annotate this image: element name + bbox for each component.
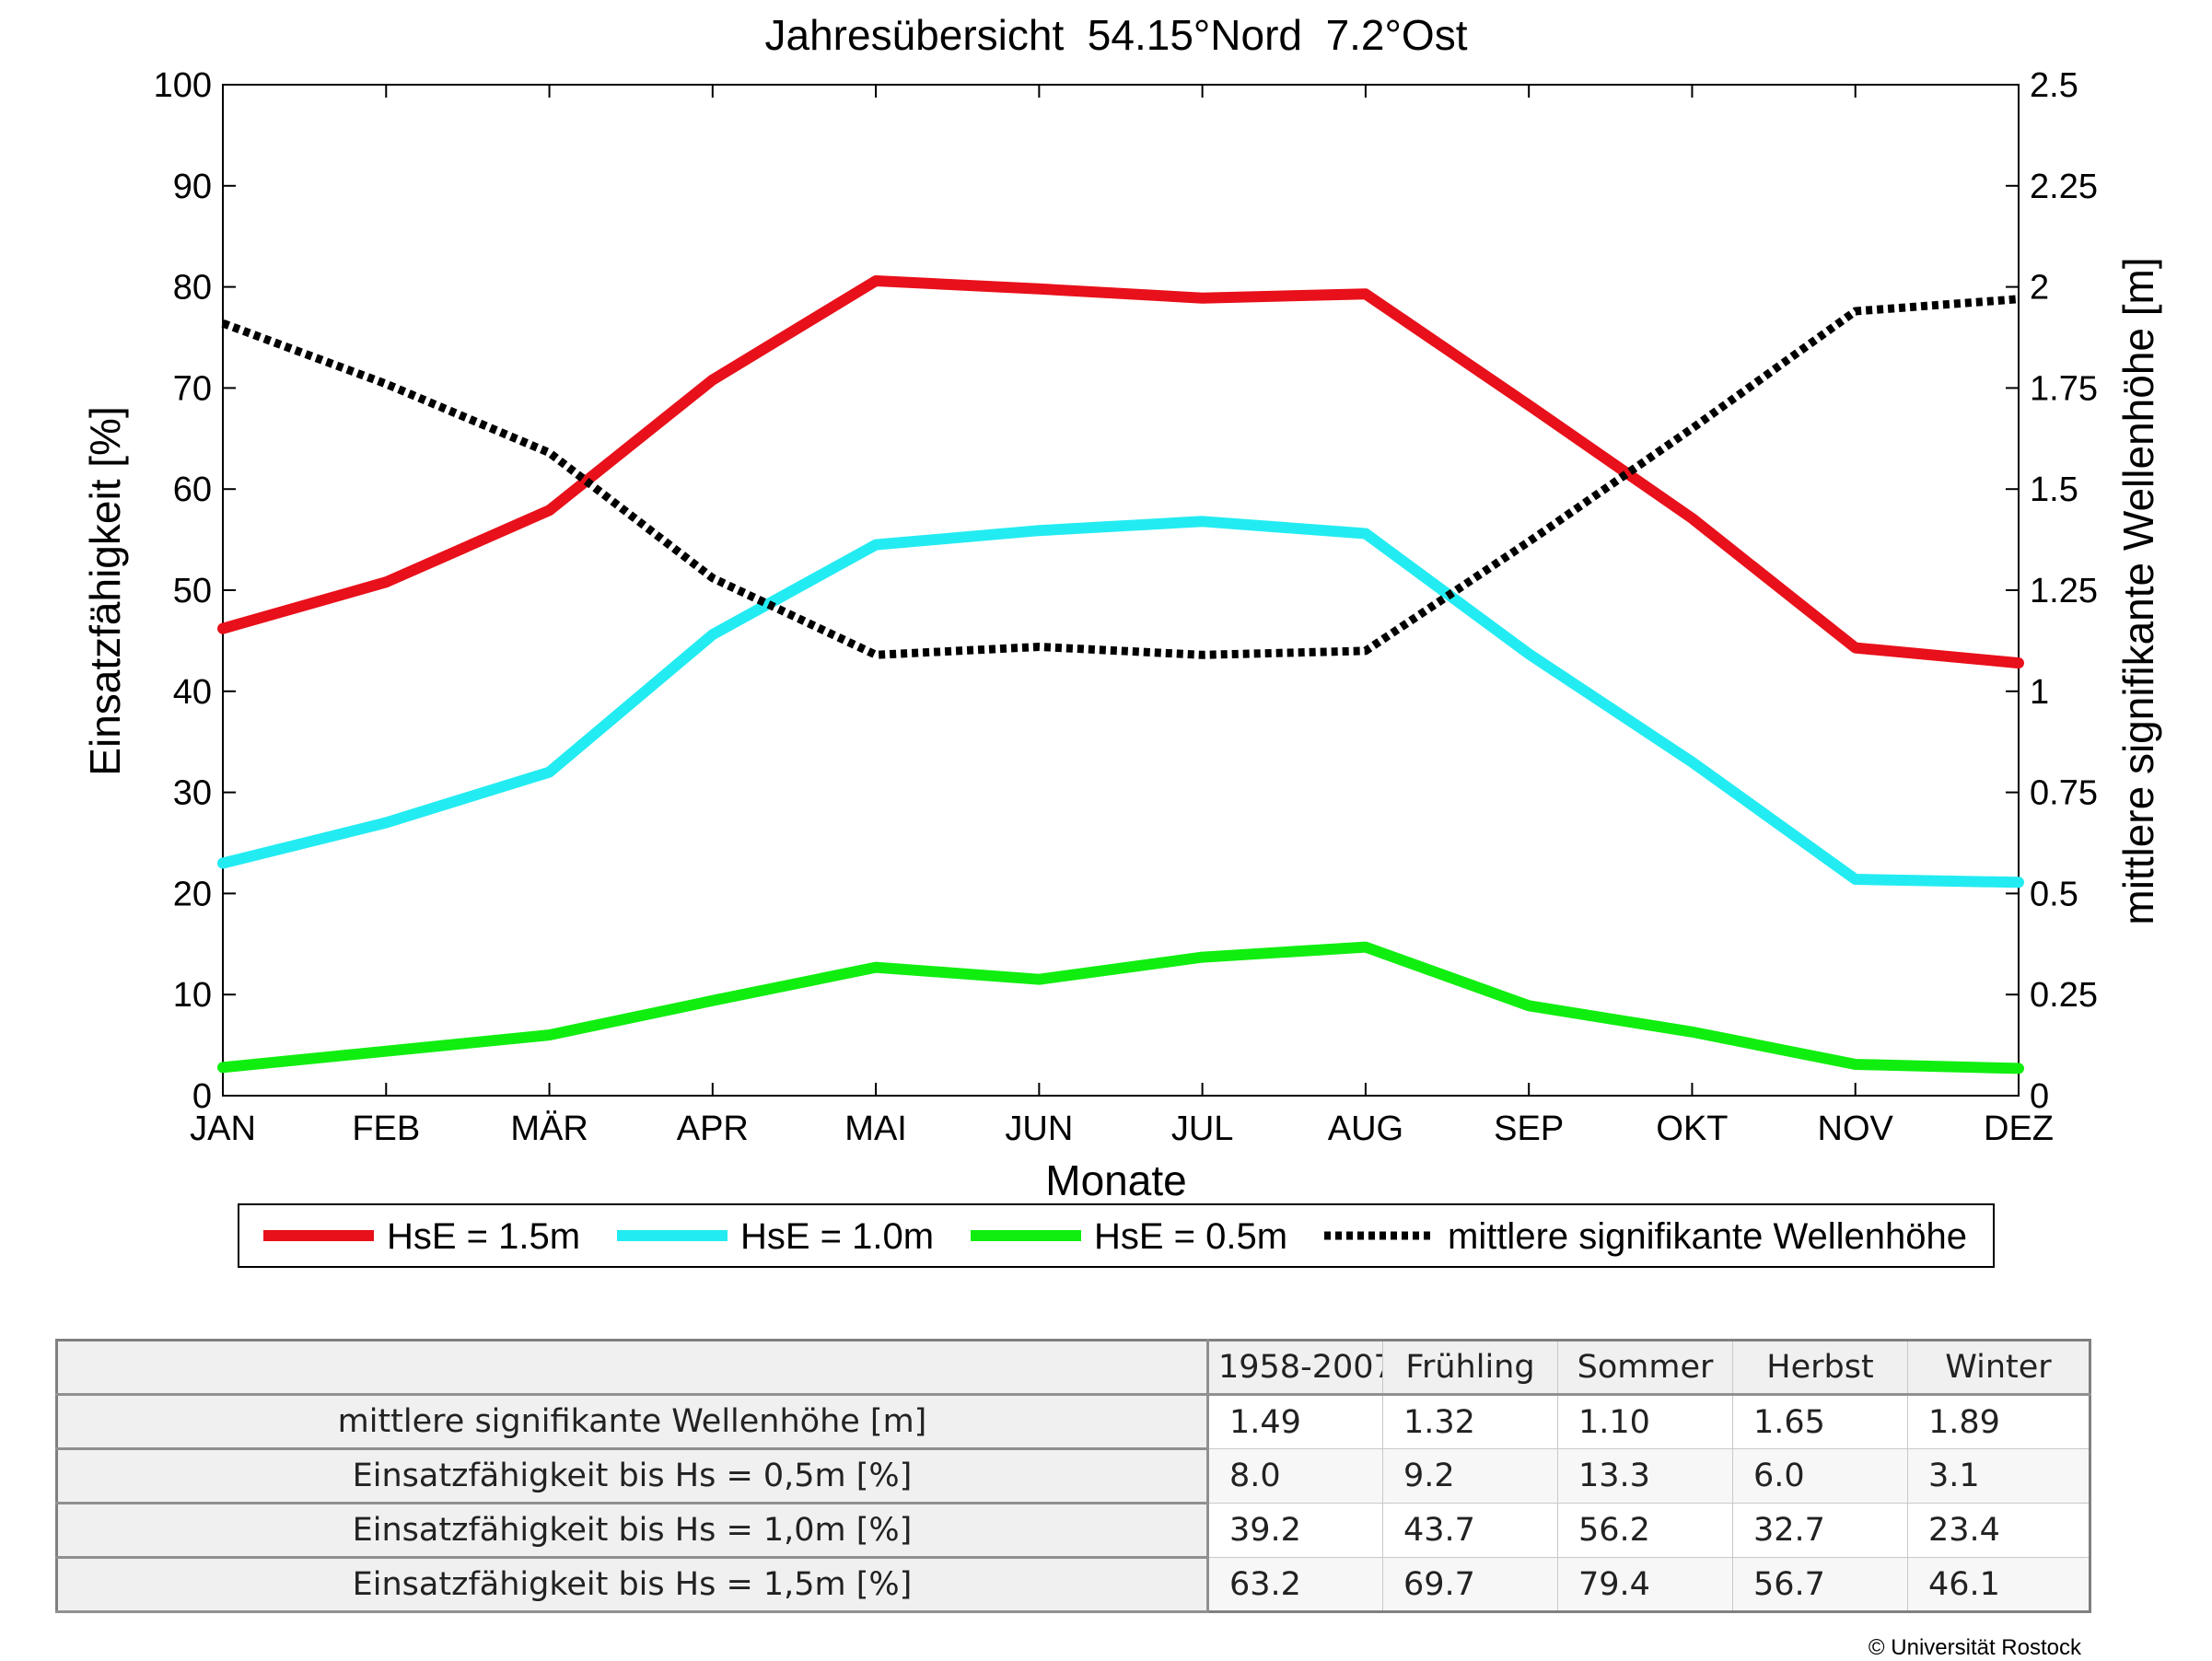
col-header-period: 1958-2007 [1207, 1340, 1383, 1396]
right-tick-label: 2.5 [2030, 66, 2078, 105]
table-cell: 39.2 [1207, 1503, 1383, 1558]
table-row: Einsatzfähigkeit bis Hs = 1,5m [%] 63.2 … [56, 1557, 2090, 1613]
series-line-3 [221, 295, 2020, 659]
table-cell: 56.2 [1557, 1503, 1733, 1558]
legend-label-1: HsE = 1.0m [740, 1216, 934, 1257]
table-row: mittlere signifikante Wellenhöhe [m] 1.4… [56, 1394, 2090, 1450]
right-tick-label: 2.25 [2030, 168, 2098, 206]
table-cell: 3.1 [1907, 1448, 2090, 1504]
table-cell: 1.10 [1557, 1394, 1733, 1449]
row-label: Einsatzfähigkeit bis Hs = 0,5m [%] [56, 1448, 1209, 1504]
legend-label-0: HsE = 1.5m [387, 1216, 580, 1257]
left-tick-label: 10 [173, 976, 212, 1015]
right-tick-label: 0.5 [2030, 875, 2078, 913]
series-line-0 [217, 275, 2024, 669]
x-tick-label: OKT [1656, 1109, 1728, 1148]
x-tick-label: DEZ [1984, 1109, 2054, 1148]
chart-title: Jahresübersicht 54.15°Nord 7.2°Ost [765, 11, 1468, 59]
right-axis: 0 0.25 0.5 0.75 1 1.25 1.5 1.75 2 2.25 2.5 [2030, 66, 2098, 1116]
table-cell: 46.1 [1907, 1557, 2090, 1612]
table-cell: 9.2 [1382, 1448, 1558, 1504]
col-header-winter: Winter [1907, 1340, 2090, 1396]
x-tick-label: MAI [844, 1109, 907, 1148]
chart: Jahresübersicht 54.15°Nord 7.2°Ost 01020… [81, 11, 2162, 1268]
row-label: Einsatzfähigkeit bis Hs = 1,0m [%] [56, 1503, 1209, 1559]
left-tick-label: 20 [173, 875, 212, 913]
table-cell: 1.65 [1732, 1394, 1908, 1449]
table-cell: 63.2 [1207, 1557, 1383, 1612]
plot-area [222, 84, 2020, 1097]
table-cell: 69.7 [1382, 1557, 1558, 1612]
right-tick-label: 2 [2030, 269, 2049, 308]
x-tick-label: FEB [352, 1109, 420, 1148]
legend-label-2: HsE = 0.5m [1094, 1216, 1287, 1257]
left-tick-label: 30 [173, 774, 212, 813]
series-line-1 [217, 516, 2024, 889]
table-row: Einsatzfähigkeit bis Hs = 0,5m [%] 8.0 9… [56, 1448, 2090, 1504]
right-tick-label: 1.75 [2030, 369, 2098, 408]
left-tick-label: 60 [173, 470, 212, 509]
right-tick-label: 0 [2030, 1077, 2049, 1116]
row-label: Einsatzfähigkeit bis Hs = 1,5m [%] [56, 1557, 1209, 1613]
table-cell: 6.0 [1732, 1448, 1908, 1504]
x-tick-label: SEP [1494, 1109, 1564, 1148]
left-tick-label: 90 [173, 168, 212, 206]
right-tick-label: 1.5 [2030, 470, 2078, 509]
x-tick-label: JUN [1005, 1109, 1073, 1148]
right-tick-label: 1.25 [2030, 572, 2098, 610]
x-tick-label: JUL [1171, 1109, 1234, 1148]
series-layer [217, 275, 2024, 1074]
table-cell: 79.4 [1557, 1557, 1733, 1612]
x-tick-label: AUG [1328, 1109, 1403, 1148]
left-tick-label: 0 [192, 1077, 212, 1116]
copyright-notice: © Universität Rostock [1868, 1635, 2081, 1660]
x-tick-label: NOV [1818, 1109, 1894, 1148]
x-axis: JAN FEB MÄR APR MAI JUN JUL AUG SEP OKT NOV DEZ [190, 85, 2054, 1148]
right-tick-label: 0.25 [2030, 976, 2098, 1015]
table-cell: 56.7 [1732, 1557, 1908, 1612]
table-cell: 1.32 [1382, 1394, 1558, 1449]
right-axis-title: mittlere signifikante Wellenhöhe [m] [2114, 257, 2162, 924]
col-header-spring: Frühling [1382, 1340, 1558, 1396]
table-cell: 8.0 [1207, 1448, 1383, 1504]
left-tick-label: 80 [173, 269, 212, 308]
col-header-autumn: Herbst [1732, 1340, 1908, 1396]
table-corner [56, 1340, 1209, 1396]
legend-label-3: mittlere signifikante Wellenhöhe [1448, 1216, 1967, 1257]
left-axis-title: Einsatzfähigkeit [%] [81, 406, 129, 775]
legend-box [238, 1203, 1995, 1268]
table-cell: 43.7 [1382, 1503, 1558, 1558]
table-row: Einsatzfähigkeit bis Hs = 1,0m [%] 39.2 … [56, 1503, 2090, 1559]
row-label: mittlere signifikante Wellenhöhe [m] [56, 1394, 1209, 1450]
summary-table: 1958-2007 Frühling Sommer Herbst Winter … [55, 1339, 2091, 1613]
table-cell: 23.4 [1907, 1503, 2090, 1558]
left-tick-label: 40 [173, 673, 212, 712]
legend: HsE = 1.5m HsE = 1.0m HsE = 0.5m mittlere s… [238, 1203, 1995, 1268]
right-tick-label: 0.75 [2030, 774, 2098, 813]
table-cell: 32.7 [1732, 1503, 1908, 1558]
col-header-summer: Sommer [1557, 1340, 1733, 1396]
left-tick-label: 100 [154, 66, 212, 105]
x-tick-label: APR [677, 1109, 749, 1148]
left-axis: 0 10 20 30 40 50 60 70 80 90 100 [154, 66, 2019, 1116]
table-cell: 1.89 [1907, 1394, 2090, 1449]
right-tick-label: 1 [2030, 673, 2049, 712]
x-axis-title: Monate [1045, 1156, 1186, 1204]
table-header-row: 1958-2007 Frühling Sommer Herbst Winter [56, 1340, 2090, 1396]
left-tick-label: 50 [173, 572, 212, 610]
table-cell: 13.3 [1557, 1448, 1733, 1504]
x-tick-label: MÄR [510, 1109, 588, 1148]
table-cell: 1.49 [1207, 1394, 1383, 1449]
x-tick-label: JAN [190, 1109, 256, 1148]
series-line-2 [217, 941, 2024, 1074]
left-tick-label: 70 [173, 369, 212, 408]
